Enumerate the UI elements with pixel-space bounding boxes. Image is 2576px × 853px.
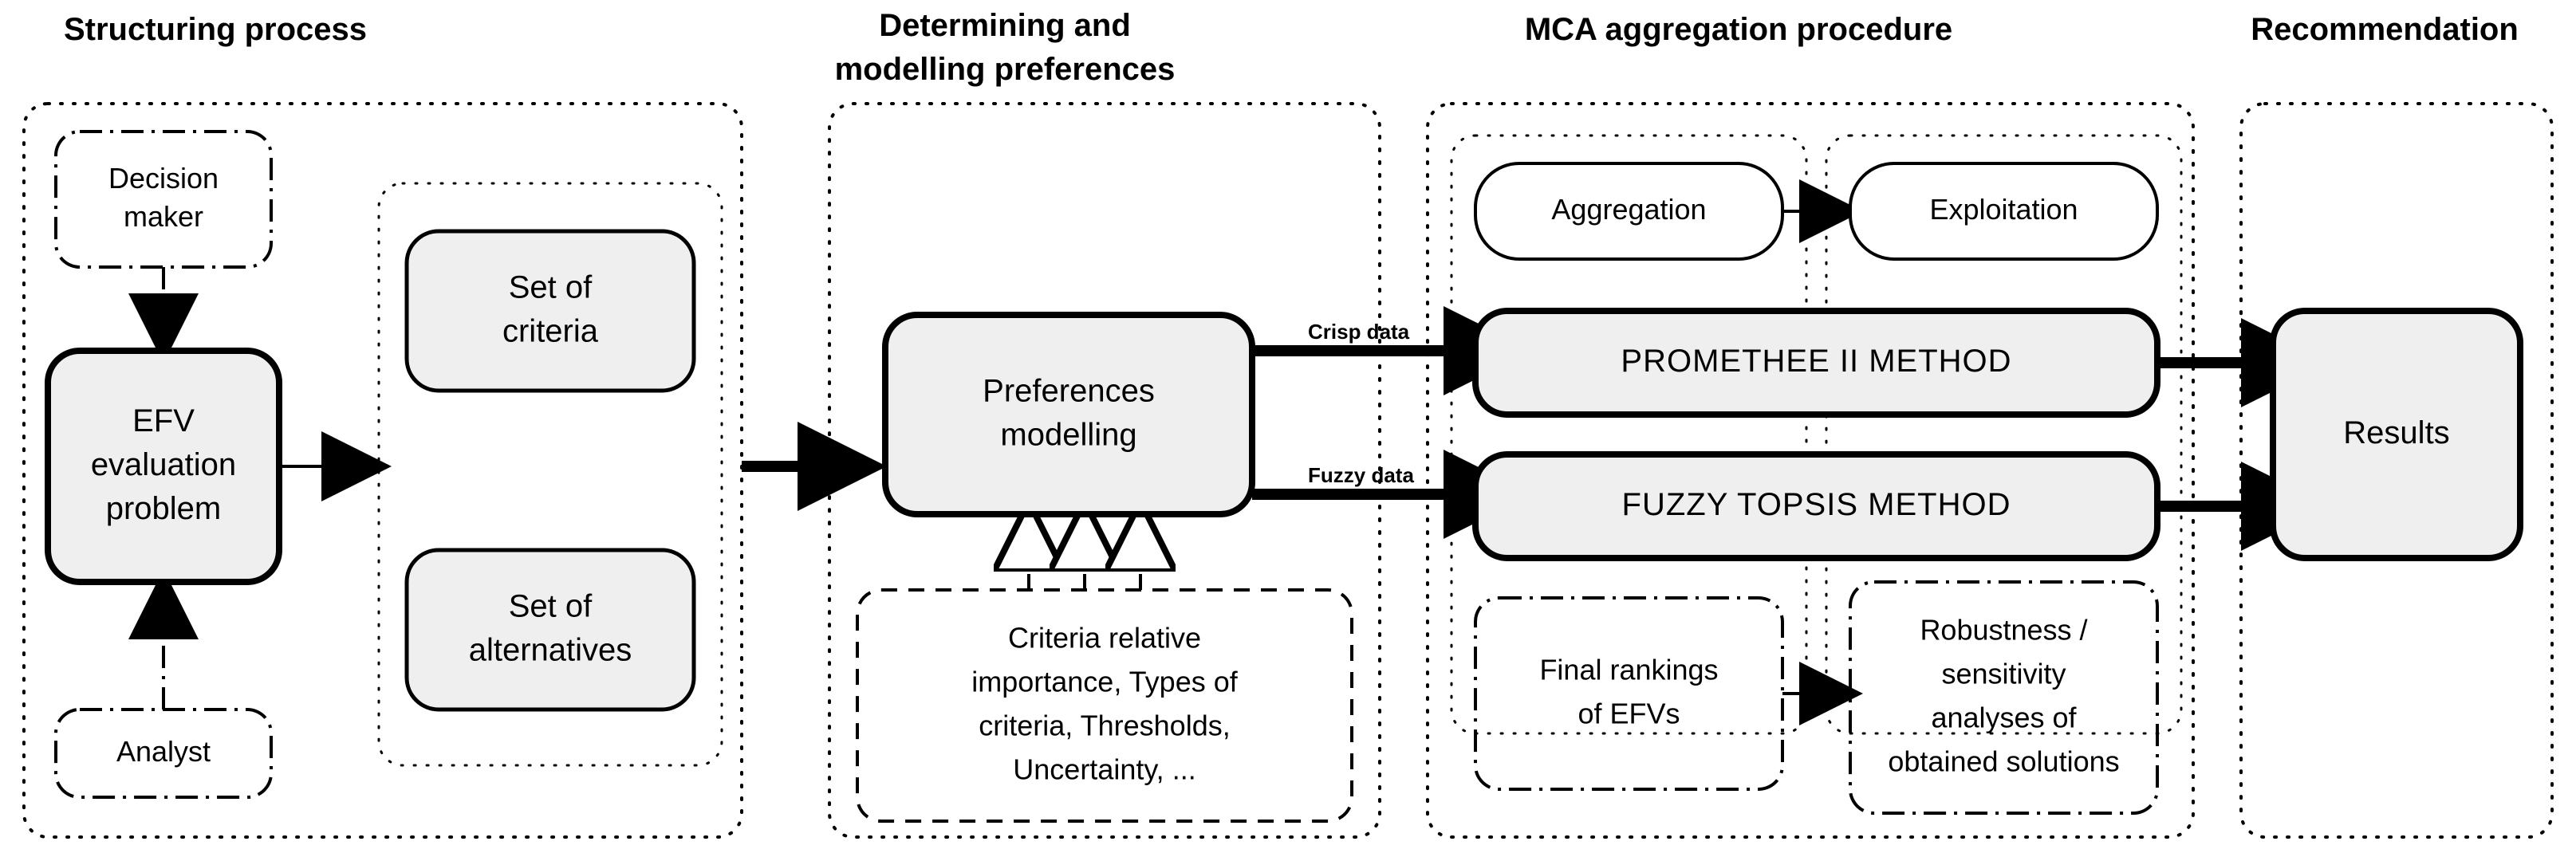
- node-decisionMaker: Decisionmaker: [56, 132, 271, 267]
- node-finalRank-label: Final rankingsof EFVs: [1539, 653, 1718, 729]
- node-analyst-label: Analyst: [116, 735, 211, 768]
- header-recommendation: Recommendation: [2251, 12, 2519, 47]
- flowchart-canvas: Crisp data Fuzzy data Decisionmaker Analys…: [0, 0, 2576, 853]
- node-decisionMaker-label: Decisionmaker: [108, 162, 219, 233]
- node-critInfo: Criteria relativeimportance, Types ofcri…: [857, 590, 1352, 821]
- node-analyst: Analyst: [56, 710, 271, 797]
- edge-label-4: Crisp data: [1308, 320, 1410, 344]
- node-aggregation-label: Aggregation: [1551, 193, 1706, 226]
- header-structuring: Structuring process: [64, 12, 367, 47]
- node-fuzzyTopsis-label: FUZZY TOPSIS METHOD: [1622, 487, 2011, 522]
- node-finalRank: Final rankingsof EFVs: [1475, 598, 1782, 789]
- header-mca: MCA aggregation procedure: [1525, 12, 1952, 47]
- node-criteria: Set ofcriteria: [407, 231, 694, 391]
- node-promethee: PROMETHEE II METHOD: [1475, 311, 2157, 415]
- node-alternatives: Set ofalternatives: [407, 550, 694, 710]
- node-exploitation-label: Exploitation: [1929, 193, 2078, 226]
- node-results: Results: [2273, 311, 2520, 558]
- node-robust: Robustness /sensitivityanalyses ofobtain…: [1850, 582, 2157, 813]
- node-efv: EFVevaluationproblem: [48, 351, 279, 582]
- node-critInfo-label: Criteria relativeimportance, Types ofcri…: [971, 621, 1239, 785]
- node-exploitation: Exploitation: [1850, 163, 2157, 259]
- node-promethee-label: PROMETHEE II METHOD: [1621, 344, 2011, 379]
- node-fuzzyTopsis: FUZZY TOPSIS METHOD: [1475, 454, 2157, 558]
- header-preferences2: modelling preferences: [835, 52, 1176, 87]
- node-prefModel: Preferencesmodelling: [885, 315, 1252, 514]
- node-aggregation: Aggregation: [1475, 163, 1782, 259]
- edge-label-5: Fuzzy data: [1308, 463, 1414, 487]
- node-robust-label: Robustness /sensitivityanalyses ofobtain…: [1888, 613, 2119, 777]
- node-results-label: Results: [2343, 415, 2449, 450]
- header-preferences: Determining and: [879, 8, 1131, 43]
